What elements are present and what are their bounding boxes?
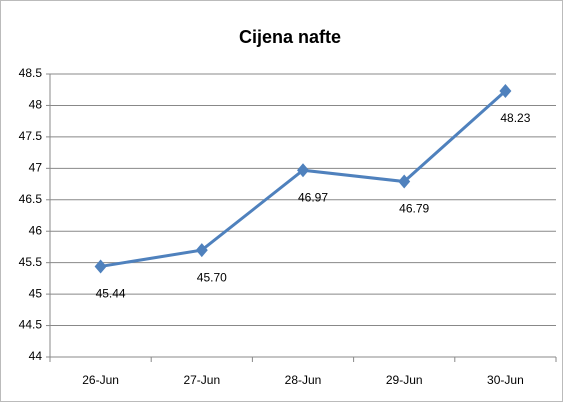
chart-title: Cijena nafte xyxy=(239,27,341,47)
x-tick-label: 28-Jun xyxy=(285,373,322,387)
data-point xyxy=(297,163,309,178)
data-label: 45.44 xyxy=(96,287,126,301)
y-tick-label: 45 xyxy=(29,286,43,300)
y-tick-label: 48.5 xyxy=(19,66,43,80)
y-tick-label: 47.5 xyxy=(19,129,43,143)
x-tick-label: 26-Jun xyxy=(82,373,119,387)
x-tick-label: 27-Jun xyxy=(183,373,220,387)
y-tick-label: 44.5 xyxy=(19,318,43,332)
data-label: 46.97 xyxy=(298,190,328,204)
y-tick-label: 46 xyxy=(29,223,43,237)
y-tick-label: 48 xyxy=(29,98,43,112)
data-point xyxy=(398,174,411,189)
data-label: 45.70 xyxy=(197,270,227,284)
x-tick-label: 29-Jun xyxy=(386,373,423,387)
data-point xyxy=(94,259,107,274)
x-tick-label: 30-Jun xyxy=(487,373,524,387)
y-tick-label: 45.5 xyxy=(19,255,43,269)
y-tick-label: 44 xyxy=(29,349,43,363)
data-label: 46.79 xyxy=(399,202,429,216)
data-point xyxy=(195,243,208,258)
data-label: 48.23 xyxy=(500,111,530,125)
y-tick-label: 46.5 xyxy=(19,192,43,206)
y-tick-label: 47 xyxy=(29,161,43,175)
data-point xyxy=(499,83,512,98)
